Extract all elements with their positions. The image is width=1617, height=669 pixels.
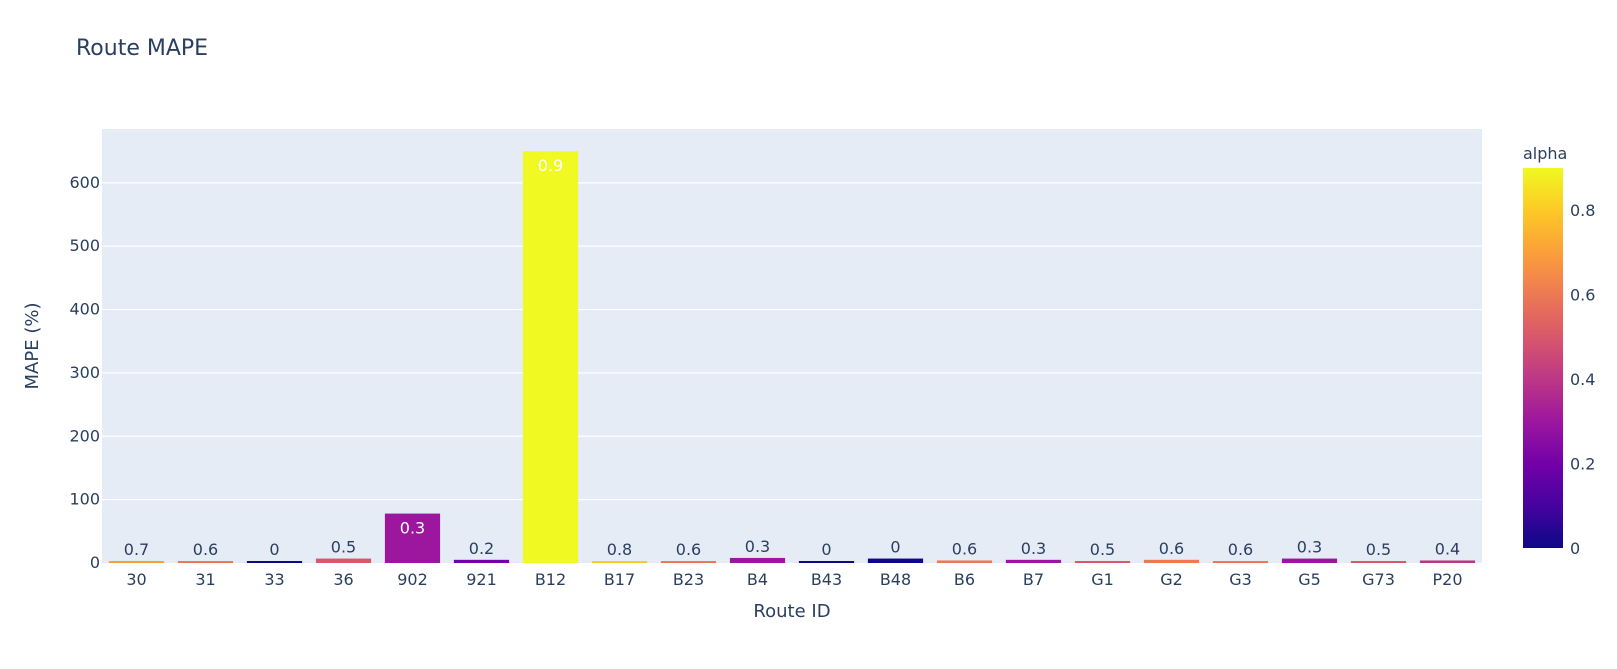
y-tick-label: 400 — [69, 300, 100, 319]
data-label-G3: 0.6 — [1228, 540, 1253, 559]
bar-902[interactable] — [384, 513, 441, 563]
x-tick-label: B12 — [535, 570, 566, 589]
data-label-30: 0.7 — [124, 540, 149, 559]
y-tick-label: 200 — [69, 426, 100, 445]
colorbar-gradient — [1523, 168, 1563, 548]
x-tick-label: G2 — [1160, 570, 1183, 589]
bars — [108, 151, 1476, 564]
bar-B17[interactable] — [591, 561, 648, 563]
x-tick-label: 36 — [333, 570, 353, 589]
colorbar-tick-label: 0.8 — [1570, 201, 1595, 220]
y-tick-labels: 0 100 200 300 400 500 600 — [69, 173, 100, 572]
colorbar: alpha 0 0.2 0.4 0.6 0.8 — [1523, 144, 1595, 558]
colorbar-tick-label: 0.4 — [1570, 370, 1595, 389]
data-label-31: 0.6 — [193, 540, 218, 559]
data-label-G2: 0.6 — [1159, 539, 1184, 558]
bar-G3[interactable] — [1212, 561, 1269, 563]
data-labels: 0.7 0.6 0 0.5 0.3 0.2 0.9 0.8 0.6 0.3 0 0 0.6 0.3 0.5 0… — [124, 156, 1460, 559]
plot-area — [102, 129, 1482, 563]
bar-B23[interactable] — [660, 561, 717, 563]
data-label-36: 0.5 — [331, 538, 356, 557]
bar-30[interactable] — [108, 561, 165, 563]
data-label-G1: 0.5 — [1090, 540, 1115, 559]
data-label-B48: 0 — [890, 538, 900, 557]
bar-B4[interactable] — [729, 557, 786, 563]
bar-33[interactable] — [246, 561, 303, 563]
colorbar-tick-label: 0.6 — [1570, 286, 1595, 305]
colorbar-tick-label: 0.2 — [1570, 455, 1595, 474]
data-label-902: 0.3 — [400, 519, 425, 538]
y-tick-label: 100 — [69, 490, 100, 509]
x-tick-label: G3 — [1229, 570, 1252, 589]
data-label-B4: 0.3 — [745, 537, 770, 556]
x-tick-label: G1 — [1091, 570, 1114, 589]
data-label-B17: 0.8 — [607, 540, 632, 559]
data-label-B23: 0.6 — [676, 540, 701, 559]
bar-B12[interactable] — [522, 151, 579, 564]
y-axis-title: MAPE (%) — [22, 303, 43, 390]
bar-G2[interactable] — [1143, 559, 1200, 563]
x-axis-title: Route ID — [753, 601, 830, 622]
x-tick-label: B7 — [1023, 570, 1044, 589]
colorbar-tick-labels: 0 0.2 0.4 0.6 0.8 — [1570, 201, 1595, 558]
x-tick-label: 31 — [195, 570, 215, 589]
x-tick-label: B6 — [954, 570, 975, 589]
bar-B43[interactable] — [798, 561, 855, 563]
data-label-G5: 0.3 — [1297, 538, 1322, 557]
y-tick-label: 500 — [69, 236, 100, 255]
grid-lines — [102, 182, 1482, 501]
bar-G73[interactable] — [1350, 561, 1407, 563]
x-tick-label: G5 — [1298, 570, 1321, 589]
data-label-921: 0.2 — [469, 539, 494, 558]
x-tick-label: P20 — [1432, 570, 1462, 589]
x-tick-label: 902 — [397, 570, 428, 589]
data-label-G73: 0.5 — [1366, 540, 1391, 559]
bar-B6[interactable] — [936, 560, 993, 563]
x-tick-label: 30 — [126, 570, 146, 589]
bar-36[interactable] — [315, 558, 372, 563]
bar-G5[interactable] — [1281, 558, 1338, 563]
x-tick-label: B43 — [811, 570, 842, 589]
y-tick-label: 300 — [69, 363, 100, 382]
x-tick-label: G73 — [1362, 570, 1395, 589]
bar-B48[interactable] — [867, 558, 924, 563]
x-tick-labels: 30 31 33 36 902 921 B12 B17 B23 B4 B43 B48 B6 B7 G1 G2 G… — [126, 570, 1462, 589]
data-label-33: 0 — [269, 540, 279, 559]
x-tick-label: B4 — [747, 570, 768, 589]
bar-P20[interactable] — [1419, 560, 1476, 563]
bar-B7[interactable] — [1005, 559, 1062, 563]
chart-title: Route MAPE — [76, 36, 209, 61]
data-label-B7: 0.3 — [1021, 539, 1046, 558]
y-tick-label: 600 — [69, 173, 100, 192]
x-tick-label: B48 — [880, 570, 911, 589]
colorbar-tick-label: 0 — [1570, 539, 1580, 558]
bar-921[interactable] — [453, 559, 510, 563]
x-tick-label: 921 — [466, 570, 497, 589]
bar-31[interactable] — [177, 561, 234, 563]
data-label-B43: 0 — [821, 540, 831, 559]
y-tick-label: 0 — [90, 553, 100, 572]
data-label-B6: 0.6 — [952, 539, 977, 558]
data-label-P20: 0.4 — [1435, 539, 1460, 558]
bar-G1[interactable] — [1074, 561, 1131, 563]
x-tick-label: B23 — [673, 570, 704, 589]
data-label-B12: 0.9 — [538, 156, 563, 175]
x-tick-label: 33 — [264, 570, 284, 589]
x-tick-label: B17 — [604, 570, 635, 589]
colorbar-title: alpha — [1523, 144, 1567, 163]
